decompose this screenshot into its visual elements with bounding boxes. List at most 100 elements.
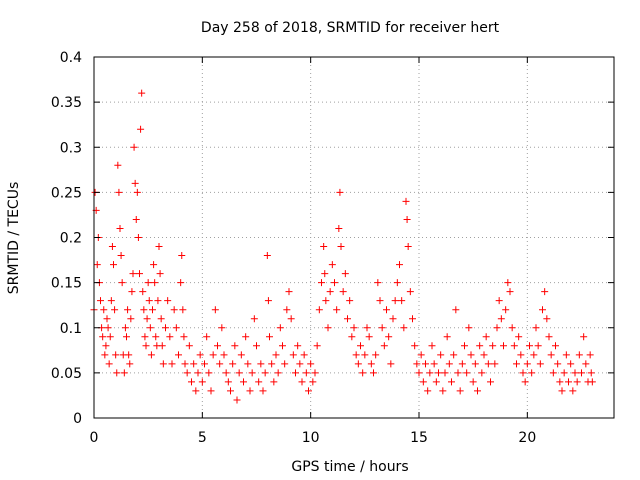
data-point	[411, 342, 419, 350]
data-point	[168, 360, 176, 368]
data-point	[170, 306, 178, 314]
data-point	[211, 306, 219, 314]
data-point	[424, 387, 432, 395]
data-point	[250, 315, 258, 323]
data-point	[367, 360, 375, 368]
data-point	[495, 297, 503, 305]
data-point	[114, 161, 122, 169]
data-point	[198, 378, 206, 386]
data-point	[543, 315, 551, 323]
data-point	[144, 279, 152, 287]
y-tick-label: 0.4	[60, 50, 82, 66]
data-point	[279, 342, 286, 350]
y-tick-label: 0.35	[51, 95, 82, 111]
data-point	[283, 306, 291, 314]
data-point	[315, 306, 323, 314]
data-point	[491, 360, 499, 368]
data-point	[101, 351, 109, 359]
data-point	[406, 288, 414, 296]
data-point	[374, 279, 382, 287]
data-point	[147, 351, 155, 359]
y-tick-label: 0.1	[60, 321, 82, 337]
data-point	[504, 279, 512, 287]
data-point	[123, 333, 130, 341]
data-point	[107, 297, 115, 305]
data-point	[521, 378, 529, 386]
data-point	[235, 369, 243, 377]
data-point	[145, 297, 153, 305]
data-point	[333, 306, 341, 314]
data-point	[398, 297, 406, 305]
data-point	[242, 333, 250, 341]
data-point	[300, 351, 308, 359]
data-point	[128, 288, 136, 296]
data-point	[93, 261, 101, 269]
data-point	[274, 369, 282, 377]
data-point	[370, 369, 377, 377]
data-point	[321, 270, 329, 278]
data-point	[354, 360, 362, 368]
data-point	[480, 351, 488, 359]
data-point	[205, 369, 213, 377]
data-point	[428, 342, 436, 350]
data-point	[471, 360, 479, 368]
data-point	[155, 243, 163, 251]
data-point	[296, 360, 304, 368]
data-point	[441, 369, 449, 377]
data-point	[378, 324, 386, 332]
data-point	[209, 351, 217, 359]
x-tick-label: 10	[302, 430, 320, 446]
data-point	[313, 342, 321, 350]
data-point	[113, 369, 121, 377]
data-point	[157, 315, 165, 323]
data-point	[432, 378, 440, 386]
data-point	[348, 333, 356, 341]
data-point	[422, 360, 429, 368]
data-point	[376, 297, 384, 305]
data-point	[380, 342, 388, 350]
data-point	[133, 188, 141, 196]
y-tick-label: 0.3	[60, 140, 82, 156]
data-point	[556, 378, 564, 386]
data-point	[126, 360, 134, 368]
data-point	[578, 369, 585, 377]
data-point	[179, 306, 187, 314]
data-point	[129, 270, 137, 278]
data-point	[141, 333, 149, 341]
data-point	[136, 270, 143, 278]
data-point	[110, 261, 117, 269]
axis-ticks: 0 0.05 0.1 0.15 0.2 0.25 0.3 0.35 0.4 0 5 10 15 20	[51, 50, 614, 446]
data-point	[331, 279, 338, 287]
data-point	[259, 387, 267, 395]
data-point	[105, 360, 113, 368]
data-point	[125, 351, 133, 359]
data-point	[224, 378, 232, 386]
data-point	[417, 351, 425, 359]
data-point	[508, 324, 516, 332]
data-point	[409, 315, 416, 323]
data-point	[465, 324, 473, 332]
x-tick-label: 20	[518, 430, 536, 446]
data-point	[403, 215, 411, 223]
data-point	[201, 360, 208, 368]
x-axis-label: GPS time / hours	[291, 459, 408, 475]
data-point	[214, 342, 221, 350]
data-point	[426, 369, 434, 377]
data-point	[227, 387, 234, 395]
data-point	[100, 306, 108, 314]
data-point	[402, 197, 410, 205]
data-point	[149, 306, 156, 314]
data-point	[560, 369, 568, 377]
data-point	[302, 369, 310, 377]
data-point	[430, 360, 438, 368]
data-point	[285, 288, 293, 296]
data-point	[188, 378, 195, 386]
data-point	[554, 360, 562, 368]
data-point	[108, 243, 116, 251]
data-point	[389, 315, 397, 323]
data-point	[365, 333, 373, 341]
data-point	[162, 324, 169, 332]
data-point	[305, 387, 312, 395]
data-point	[530, 351, 538, 359]
